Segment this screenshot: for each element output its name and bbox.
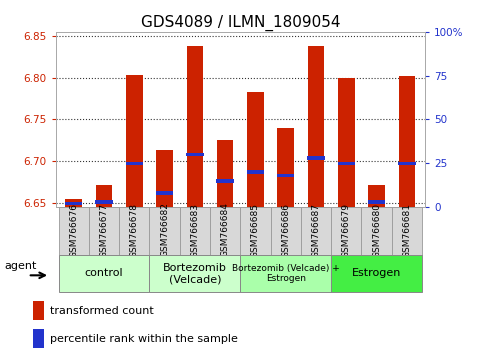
Bar <box>149 207 180 255</box>
Text: GSM766680: GSM766680 <box>372 202 381 257</box>
Bar <box>58 255 149 292</box>
Bar <box>65 199 82 207</box>
Text: GSM766686: GSM766686 <box>281 202 290 257</box>
Text: GSM766677: GSM766677 <box>99 202 109 257</box>
Bar <box>126 161 143 165</box>
Bar <box>338 161 355 165</box>
Bar <box>241 207 270 255</box>
Bar <box>301 207 331 255</box>
Bar <box>33 329 44 348</box>
Bar <box>247 170 264 174</box>
Bar <box>392 207 422 255</box>
Text: GSM766682: GSM766682 <box>160 202 169 257</box>
Bar <box>277 128 294 207</box>
Bar <box>241 255 331 292</box>
Bar <box>277 174 295 177</box>
Bar <box>398 76 415 207</box>
Bar <box>247 92 264 207</box>
Bar <box>361 207 392 255</box>
Bar <box>216 179 234 183</box>
Bar <box>270 207 301 255</box>
Bar <box>308 46 325 207</box>
Text: GSM766678: GSM766678 <box>130 202 139 257</box>
Text: Bortezomib (Velcade) +
Estrogen: Bortezomib (Velcade) + Estrogen <box>232 264 340 283</box>
Bar <box>331 255 422 292</box>
Text: Bortezomib
(Velcade): Bortezomib (Velcade) <box>163 263 227 284</box>
Text: GSM766676: GSM766676 <box>69 202 78 257</box>
Bar <box>96 184 113 207</box>
Bar <box>210 207 241 255</box>
Text: GSM766684: GSM766684 <box>221 202 229 257</box>
Bar <box>149 255 241 292</box>
Bar <box>368 200 385 204</box>
Text: GSM766681: GSM766681 <box>402 202 412 257</box>
Bar <box>368 185 385 207</box>
Text: GSM766687: GSM766687 <box>312 202 321 257</box>
Bar <box>398 161 415 165</box>
Bar <box>186 46 203 207</box>
Bar <box>156 149 173 207</box>
Bar <box>217 139 233 207</box>
Bar <box>95 200 113 204</box>
Text: GSM766679: GSM766679 <box>342 202 351 257</box>
Bar <box>65 202 83 205</box>
Bar <box>89 207 119 255</box>
Text: Estrogen: Estrogen <box>352 268 401 279</box>
Bar <box>119 207 149 255</box>
Title: GDS4089 / ILMN_1809054: GDS4089 / ILMN_1809054 <box>141 14 340 30</box>
Bar <box>58 207 89 255</box>
Bar <box>156 191 173 195</box>
Bar <box>33 301 44 320</box>
Bar <box>338 78 355 207</box>
Bar <box>331 207 361 255</box>
Text: agent: agent <box>4 261 37 271</box>
Bar <box>126 75 142 207</box>
Text: GSM766683: GSM766683 <box>190 202 199 257</box>
Bar <box>180 207 210 255</box>
Text: transformed count: transformed count <box>50 306 154 316</box>
Bar <box>307 156 325 160</box>
Text: percentile rank within the sample: percentile rank within the sample <box>50 333 238 343</box>
Bar <box>186 153 204 156</box>
Text: GSM766685: GSM766685 <box>251 202 260 257</box>
Text: control: control <box>85 268 123 279</box>
